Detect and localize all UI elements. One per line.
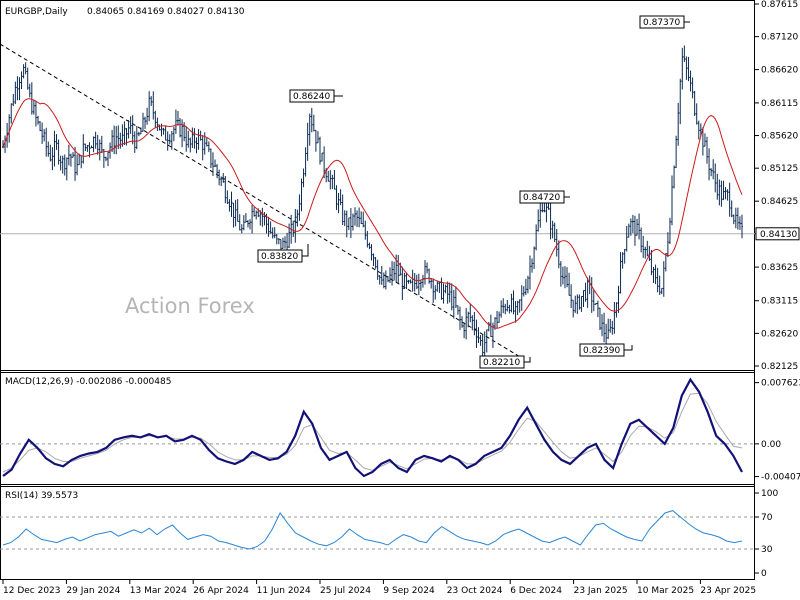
x-tick-label: 29 Jan 2024 <box>66 586 120 596</box>
price-tick-label: 0.85125 <box>761 164 798 174</box>
annotation-leader <box>624 345 633 351</box>
annotation-label: 0.86240 <box>293 92 330 102</box>
trend-line <box>0 43 523 359</box>
price-tick-label: 0.85620 <box>761 132 798 142</box>
rsi-tick-label: 70 <box>761 513 773 523</box>
price-tick-label: 0.86115 <box>761 99 798 109</box>
price-tick-label: 0.86620 <box>761 66 798 76</box>
price-tick-label: 0.87120 <box>761 33 798 43</box>
annotation-label: 0.87370 <box>643 18 680 28</box>
macd-tick-label: 0.007623 <box>761 379 800 389</box>
annotation-box <box>639 15 685 29</box>
x-tick-label: 25 Jul 2024 <box>320 586 371 596</box>
price-tick-label: 0.82620 <box>761 329 798 339</box>
annotation-label: 0.82390 <box>583 346 620 356</box>
price-tick-label: 0.83625 <box>761 263 798 273</box>
symbol-label: EURGBP,Daily <box>5 7 68 17</box>
moving-average-line <box>2 98 743 329</box>
macd-label: MACD(12,26,9) -0.002086 -0.000485 <box>5 377 171 387</box>
annotation-box <box>579 343 625 357</box>
macd-line <box>2 377 743 478</box>
price-pane: Action Forex 0.87370 0.86240 0.84720 0.8382… <box>0 0 800 372</box>
x-tick-label: 23 Oct 2024 <box>447 586 503 596</box>
price-tick-label: 0.84625 <box>761 197 798 207</box>
annotation-box <box>257 249 303 263</box>
x-tick-label: 9 Sep 2024 <box>383 586 435 596</box>
price-tick-label: 0.87615 <box>761 0 798 10</box>
x-tick-label: 23 Jan 2025 <box>574 586 628 596</box>
rsi-tick-label: 0 <box>761 569 767 579</box>
macd-tick-label: 0.00 <box>761 440 781 450</box>
rsi-tick-label: 30 <box>761 545 773 555</box>
macd-y-axis: 0.007623 0.00 -0.004073 <box>755 379 800 483</box>
rsi-y-axis: 100 70 30 0 <box>755 489 778 579</box>
price-tick-label: 0.83115 <box>761 297 798 307</box>
current-price-box <box>755 227 800 241</box>
annotation-box <box>519 190 565 204</box>
x-tick-label: 6 Dec 2024 <box>510 586 562 596</box>
x-axis: 12 Dec 2023 29 Jan 2024 13 Mar 2024 26 Apr … <box>2 580 756 596</box>
macd-pane: 0.007623 0.00 -0.004073 MACD(12,26,9) -0.0… <box>0 377 800 483</box>
macd-tick-label: -0.004073 <box>761 473 800 483</box>
rsi-tick-label: 100 <box>761 489 778 499</box>
x-tick-label: 12 Dec 2023 <box>3 586 61 596</box>
chart-frame <box>0 0 755 580</box>
watermark: Action Forex <box>125 294 255 318</box>
x-tick-label: 13 Mar 2024 <box>130 586 187 596</box>
price-y-axis: 0.87615 0.87120 0.86620 0.86115 0.85620 0.851… <box>755 0 800 372</box>
annotation-label: 0.82210 <box>483 358 520 368</box>
annotation-box <box>289 89 335 103</box>
annotation-box <box>479 355 525 369</box>
price-tick-label: 0.82125 <box>761 362 798 372</box>
rsi-line <box>2 510 743 550</box>
annotation-label: 0.83820 <box>261 252 298 262</box>
rsi-pane: 100 70 30 0 RSI(14) 39.5573 <box>0 489 778 579</box>
x-tick-label: 26 Apr 2024 <box>193 586 249 596</box>
x-tick-label: 11 Jun 2024 <box>257 586 311 596</box>
current-price-label: 0.84130 <box>760 230 797 240</box>
x-tick-label: 23 Apr 2025 <box>700 586 756 596</box>
annotation-leader <box>302 244 309 257</box>
price-annotations: 0.87370 0.86240 0.84720 0.83820 0.82390 0.822… <box>257 15 690 369</box>
annotation-leader <box>524 357 531 363</box>
annotation-label: 0.84720 <box>523 193 560 203</box>
x-tick-label: 10 Mar 2025 <box>637 586 694 596</box>
ohlc-label: 0.84065 0.84169 0.84027 0.84130 <box>87 7 245 17</box>
rsi-label: RSI(14) 39.5573 <box>5 491 78 501</box>
